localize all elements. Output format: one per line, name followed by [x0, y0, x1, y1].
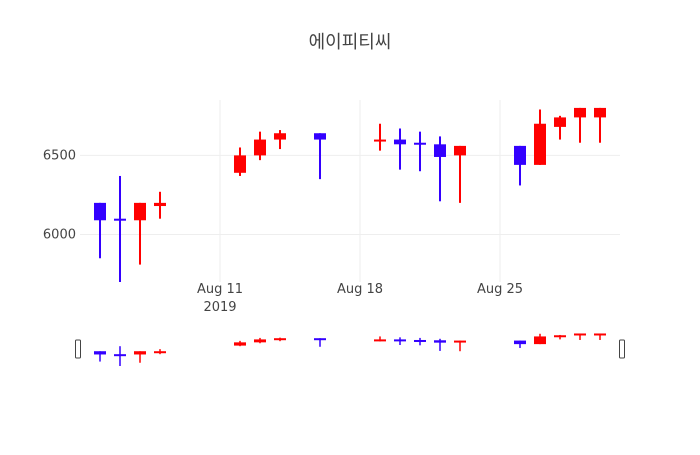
slider-candle	[234, 340, 246, 347]
slider-candle-body	[94, 351, 106, 355]
slider-candle	[574, 333, 586, 340]
candle	[454, 145, 466, 203]
slider-candle-body	[534, 336, 546, 345]
candle-body	[274, 133, 286, 140]
candle-body	[554, 117, 566, 127]
slider-candle	[434, 338, 446, 351]
slider-candle	[454, 340, 466, 352]
candle-body	[514, 145, 526, 165]
grid-lines	[80, 100, 620, 282]
slider-candle-body	[254, 339, 266, 343]
slider-candle-body	[394, 339, 406, 342]
candle-body	[234, 155, 246, 173]
candle	[394, 128, 406, 170]
slider-right-handle[interactable]	[619, 339, 625, 359]
slider-candle	[594, 333, 606, 340]
slider-candle	[134, 351, 146, 363]
candle	[574, 107, 586, 143]
chart-title: 에이피티씨	[309, 32, 392, 53]
candle-body	[314, 133, 326, 140]
slider-candle-body	[454, 340, 466, 343]
candle-body	[134, 202, 146, 221]
slider-candle-body	[134, 351, 146, 355]
candle-body	[154, 202, 166, 207]
candle-body	[374, 139, 386, 142]
candle-body	[94, 202, 106, 221]
slider-candle	[274, 337, 286, 342]
candle-body	[534, 123, 546, 165]
slider-candle	[394, 337, 406, 346]
slider-candle-body	[114, 354, 126, 357]
candle	[514, 145, 526, 186]
candle	[94, 202, 106, 259]
slider-left-handle[interactable]	[75, 339, 81, 359]
candle-body	[454, 145, 466, 156]
slider-candle	[314, 338, 326, 347]
slider-candle-body	[554, 335, 566, 338]
x-tick-year-label: 2019	[203, 300, 236, 315]
slider-candle	[534, 333, 546, 345]
candle	[274, 130, 286, 150]
candle-body	[434, 144, 446, 157]
candle-body	[254, 139, 266, 156]
candle	[114, 175, 126, 282]
candle	[414, 131, 426, 172]
candle-body	[414, 142, 426, 145]
candle-body	[574, 107, 586, 118]
candle-body	[594, 107, 606, 118]
candle	[594, 107, 606, 143]
slider-candle	[514, 340, 526, 348]
slider-candle-body	[374, 339, 386, 342]
slider-candle	[554, 334, 566, 340]
y-tick-label: 6500	[43, 148, 76, 163]
range-slider[interactable]	[75, 333, 625, 366]
slider-candle	[154, 349, 166, 355]
y-axis: 6000 6500	[43, 148, 76, 242]
x-tick-label: Aug 11	[197, 282, 243, 297]
slider-candle	[94, 351, 106, 362]
slider-candle	[114, 346, 126, 366]
candle	[154, 191, 166, 219]
slider-candle	[254, 337, 266, 344]
slider-candle	[374, 336, 386, 342]
candle	[374, 123, 386, 151]
x-axis: Aug 11 2019 Aug 18 Aug 25	[197, 282, 523, 315]
candle	[234, 147, 246, 176]
x-tick-label: Aug 25	[477, 282, 523, 297]
candle-body	[114, 218, 126, 221]
slider-candle-body	[594, 333, 606, 336]
slider-candle-body	[234, 342, 246, 346]
candles	[94, 107, 606, 282]
x-tick-label: Aug 18	[337, 282, 383, 297]
slider-candle-body	[414, 339, 426, 342]
candle	[254, 131, 266, 161]
y-tick-label: 6000	[43, 228, 76, 243]
candle-body	[394, 139, 406, 145]
slider-candle-body	[154, 351, 166, 354]
candle	[314, 133, 326, 180]
candle	[534, 109, 546, 165]
slider-candle	[414, 337, 426, 346]
candle	[134, 202, 146, 265]
candle	[434, 136, 446, 202]
slider-candle-body	[274, 338, 286, 341]
slider-candle-body	[514, 340, 526, 345]
candle	[554, 115, 566, 140]
slider-candle-body	[314, 338, 326, 341]
slider-candle-body	[434, 340, 446, 343]
slider-candle-body	[574, 333, 586, 336]
